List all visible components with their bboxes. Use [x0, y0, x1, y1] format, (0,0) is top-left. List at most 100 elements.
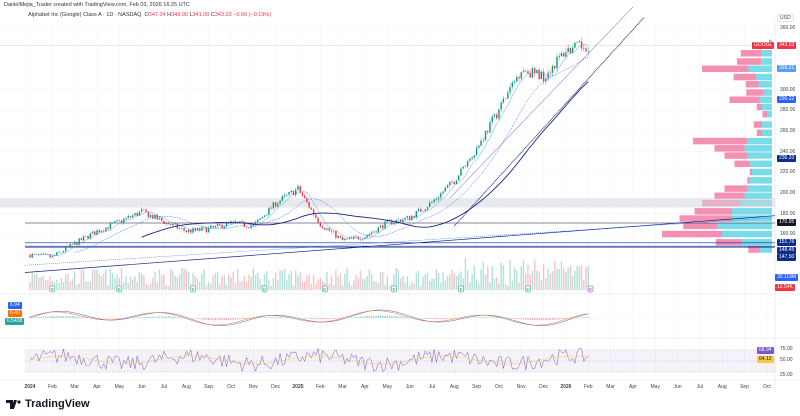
- candle-body: [310, 207, 313, 210]
- macd-histogram-bar: [161, 316, 163, 318]
- macd-histogram-bar: [364, 316, 366, 318]
- volume-bar: [571, 275, 574, 290]
- macd-histogram-bar: [386, 315, 388, 318]
- volume-bar: [509, 259, 511, 290]
- macd-histogram-bar: [109, 318, 111, 319]
- volume-bar: [105, 269, 107, 290]
- candle-body: [516, 77, 518, 82]
- volume-profile-up-bar: [759, 246, 772, 253]
- price-tag: 147.50: [777, 254, 797, 262]
- volume-bar: [377, 283, 380, 290]
- volume-profile-down-bar: [756, 129, 762, 137]
- macd-histogram-bar: [362, 316, 364, 318]
- volume-profile-down-bar: [724, 152, 747, 159]
- macd-histogram-bar: [549, 318, 551, 321]
- currency-button[interactable]: USD: [777, 14, 794, 22]
- volume-profile-down-bar: [749, 168, 752, 176]
- candle-body: [330, 230, 333, 232]
- macd-histogram-bar: [511, 318, 513, 319]
- candle-body: [504, 98, 507, 100]
- volume-bar: [241, 281, 243, 290]
- macd-histogram-bar: [216, 318, 219, 321]
- macd-histogram-bar: [353, 317, 355, 318]
- macd-signal-line: [29, 310, 589, 326]
- volume-bar: [272, 278, 275, 290]
- macd-histogram-bar: [203, 318, 205, 320]
- macd-histogram-bar: [545, 318, 547, 321]
- volume-bar: [317, 279, 319, 290]
- macd-histogram-bar: [373, 315, 375, 318]
- volume-bar: [149, 283, 152, 290]
- volume-bar: [100, 275, 103, 290]
- price-axis-label: 180.00: [780, 210, 796, 217]
- earnings-marker-label: E: [118, 287, 121, 292]
- macd-histogram-bar: [49, 316, 51, 318]
- candle-body: [167, 222, 170, 225]
- candle-body: [513, 81, 516, 83]
- earnings-marker-label: E: [51, 287, 54, 292]
- macd-histogram-bar: [194, 318, 196, 319]
- time-axis-label: Oct: [495, 384, 503, 390]
- volume-bar: [67, 273, 69, 290]
- volume-profile-up-bar: [762, 129, 772, 137]
- candle-body: [574, 42, 576, 48]
- candle-body: [69, 243, 71, 247]
- volume-bar: [446, 276, 449, 290]
- candle-body: [281, 196, 284, 201]
- candle-body: [96, 230, 98, 235]
- candle-body: [190, 229, 192, 233]
- volume-bar: [295, 270, 297, 290]
- macd-histogram-bar: [357, 316, 359, 318]
- volume-bar: [478, 283, 480, 290]
- candle-body: [393, 222, 395, 225]
- macd-histogram-bar: [156, 316, 158, 318]
- volume-bar: [565, 271, 567, 290]
- candle-body: [40, 253, 42, 255]
- volume-bar: [123, 282, 125, 290]
- macd-histogram-bar: [536, 318, 538, 321]
- volume-bar: [31, 272, 33, 290]
- volume-bar: [163, 274, 165, 290]
- candle-body: [321, 226, 324, 229]
- candle-body: [442, 191, 444, 194]
- candle-body: [127, 216, 129, 218]
- volume-bar: [346, 268, 348, 290]
- volume-profile-down-bar: [702, 65, 749, 73]
- candle-body: [451, 181, 453, 183]
- candle-body: [585, 48, 587, 52]
- volume-bar: [484, 274, 487, 290]
- volume-bar: [230, 276, 232, 290]
- volume-bar: [221, 275, 223, 290]
- macd-histogram-bar: [388, 315, 391, 318]
- macd-histogram-bar: [243, 318, 245, 320]
- macd-histogram-bar: [491, 317, 493, 318]
- candle-body: [105, 227, 107, 232]
- candle-body: [384, 221, 386, 229]
- macd-histogram-bar: [359, 316, 362, 318]
- candle-body: [382, 225, 384, 229]
- macd-histogram-bar: [513, 318, 516, 319]
- volume-bar: [116, 274, 118, 290]
- time-axis-label: Oct: [227, 384, 235, 390]
- volume-profile-up-bar: [744, 145, 772, 152]
- volume-bar: [533, 259, 536, 290]
- volume-bar: [98, 273, 100, 290]
- candle-body: [308, 202, 310, 208]
- volume-bar: [252, 268, 254, 290]
- candle-body: [158, 217, 161, 220]
- volume-bar: [145, 283, 147, 290]
- price-tag: 151.76: [777, 239, 797, 247]
- volume-bar: [464, 257, 467, 290]
- volume-profile-up-bar: [744, 192, 772, 200]
- volume-bar: [279, 270, 281, 290]
- candle-body: [295, 189, 297, 196]
- candle-body: [53, 255, 56, 256]
- volume-bar: [281, 270, 284, 290]
- macd-histogram-bar: [76, 316, 78, 318]
- candle-body: [578, 41, 581, 43]
- time-axis-label: 2024: [24, 384, 36, 390]
- volume-bar: [471, 274, 473, 290]
- candle-body: [466, 160, 469, 167]
- candle-body: [286, 194, 288, 196]
